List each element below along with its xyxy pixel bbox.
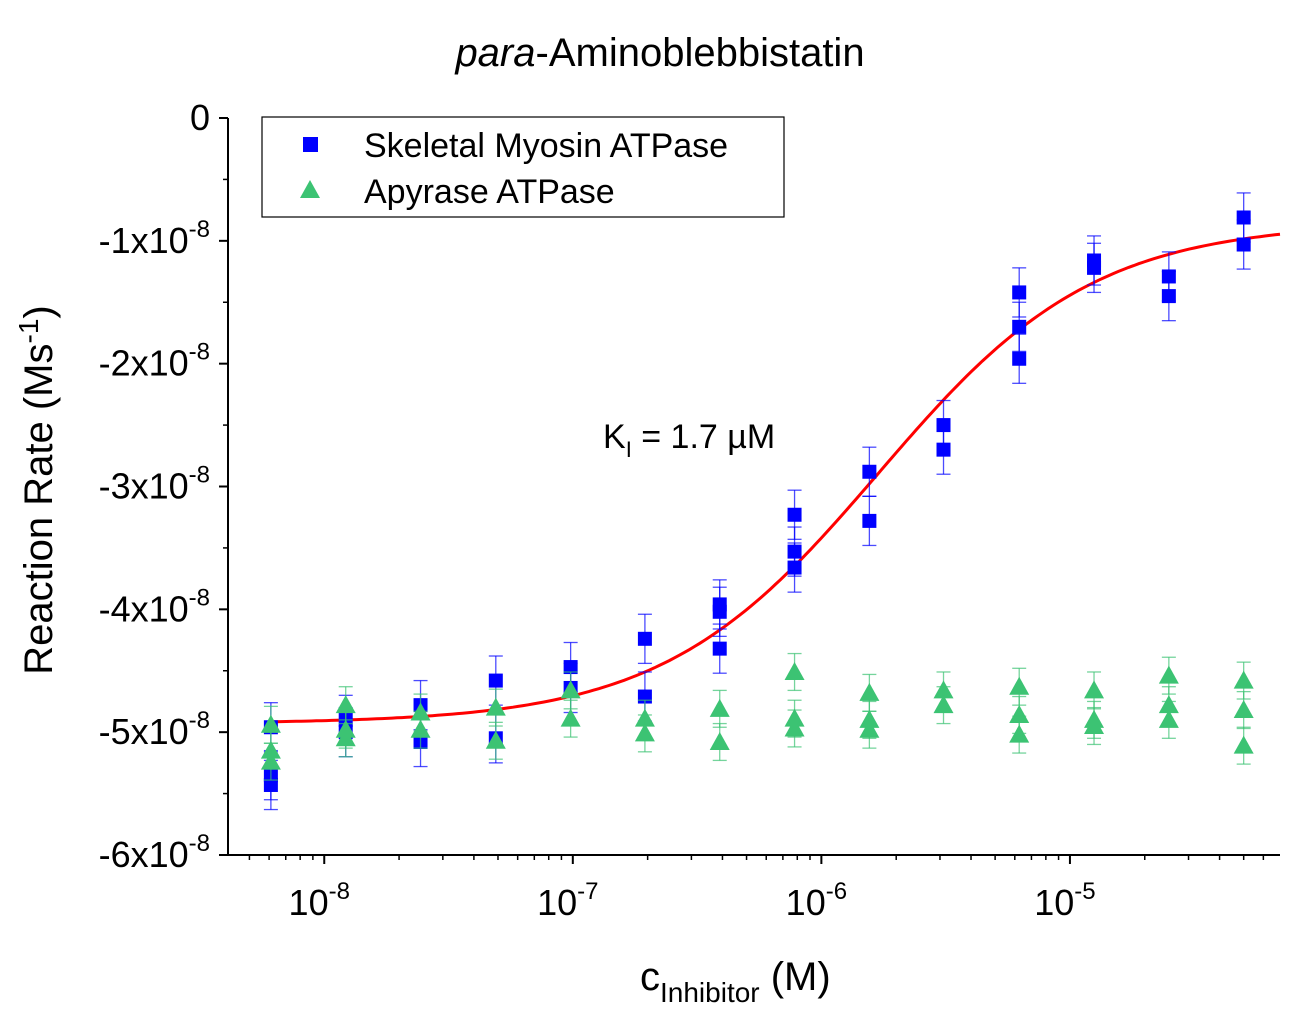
legend-label-apyrase: Apyrase ATPase <box>364 173 615 211</box>
data-point-square <box>488 673 503 688</box>
data-point-triangle <box>1009 724 1030 743</box>
data-point-triangle <box>933 695 954 714</box>
y-tick-label: -2x10-8 <box>99 339 210 384</box>
x-axis-label: cInhibitor (M) <box>640 955 831 1008</box>
data-point-triangle <box>485 697 506 716</box>
data-point-square <box>263 777 278 792</box>
data-point-square <box>1012 319 1027 334</box>
y-tick-label: -6x10-8 <box>99 830 210 875</box>
x-tick-label: 10-6 <box>786 878 847 923</box>
data-point-square <box>637 631 652 646</box>
data-point-square <box>712 604 727 619</box>
data-point-square <box>936 442 951 457</box>
data-point-square <box>1236 210 1251 225</box>
data-point-triangle <box>560 680 581 699</box>
data-point-triangle <box>1233 670 1254 689</box>
fit-curve-group <box>270 232 1281 724</box>
data-point-triangle <box>260 751 281 770</box>
data-point-triangle <box>634 723 655 742</box>
data-point-square <box>1012 351 1027 366</box>
data-point-square <box>1161 289 1176 304</box>
data-point-square <box>1236 237 1251 252</box>
y-tick-label: 0 <box>190 97 210 138</box>
data-point-triangle <box>1158 709 1179 728</box>
chart-title: para-Aminoblebbistatin <box>454 31 864 75</box>
data-point-triangle <box>784 718 805 737</box>
data-point-triangle <box>709 698 730 717</box>
data-point-triangle <box>560 708 581 727</box>
data-point-square <box>1087 260 1102 275</box>
data-point-triangle <box>260 714 281 733</box>
data-point-triangle <box>859 719 880 738</box>
x-tick-label: 10-7 <box>537 878 598 923</box>
data-point-triangle <box>335 695 356 714</box>
data-point-triangle <box>1009 676 1030 695</box>
x-tick-label: 10-5 <box>1034 878 1095 923</box>
data-point-triangle <box>1233 735 1254 754</box>
legend-marker-square <box>303 137 318 152</box>
legend: Skeletal Myosin ATPase Apyrase ATPase <box>261 116 785 218</box>
data-point-triangle <box>1084 680 1105 699</box>
y-tick-label: -5x10-8 <box>99 707 210 752</box>
data-point-square <box>787 560 802 575</box>
y-tick-label: -3x10-8 <box>99 462 210 507</box>
data-point-triangle <box>1233 700 1254 719</box>
data-point-triangle <box>1084 716 1105 735</box>
data-point-triangle <box>485 730 506 749</box>
data-point-triangle <box>410 719 431 738</box>
series-apyrase <box>260 652 1254 781</box>
data-point-triangle <box>784 661 805 680</box>
y-tick-label: -4x10-8 <box>99 584 210 629</box>
fit-curve <box>270 232 1281 724</box>
data-point-square <box>862 464 877 479</box>
fit-annotation: KI = 1.7 µM <box>603 418 775 462</box>
y-axis-label: Reaction Rate (Ms-1) <box>13 305 61 674</box>
legend-marker-triangle <box>300 180 320 198</box>
data-point-square <box>1012 285 1027 300</box>
data-point-square <box>712 641 727 656</box>
data-points <box>260 192 1254 811</box>
y-tick-label: -1x10-8 <box>99 216 210 261</box>
data-point-square <box>787 507 802 522</box>
data-point-triangle <box>335 728 356 747</box>
legend-label-myosin: Skeletal Myosin ATPase <box>364 127 728 165</box>
legend-box <box>261 116 785 218</box>
data-point-triangle <box>1158 665 1179 684</box>
data-point-triangle <box>859 682 880 701</box>
axes: 0 -1x10-8 -2x10-8 -3x10-8 -4x10-8 -5x10-8 -6x1… <box>99 97 1280 923</box>
data-point-triangle <box>709 731 730 750</box>
data-point-square <box>862 513 877 528</box>
data-point-triangle <box>1009 704 1030 723</box>
x-tick-label: 10-8 <box>289 878 350 923</box>
